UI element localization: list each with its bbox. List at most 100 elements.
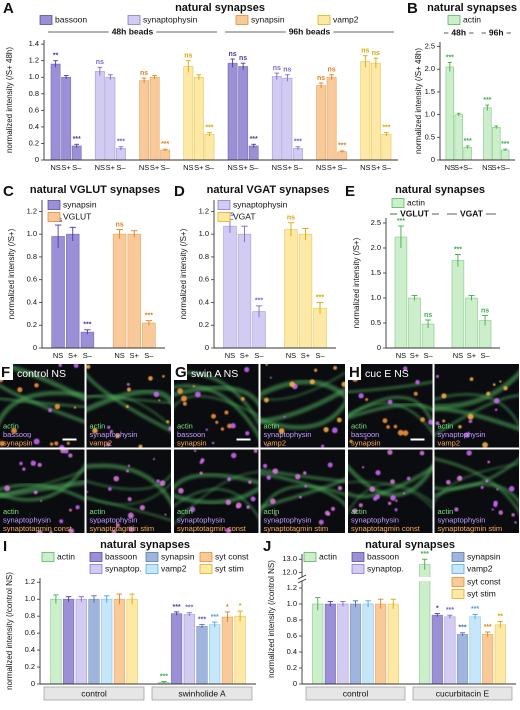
error-bar [53,60,58,68]
y-tick-label: 0.2 [25,662,35,671]
error-bar [295,146,301,151]
bar [193,76,204,161]
significance-label: ns [140,70,148,77]
y-tick-label: 0.5 [371,318,381,327]
y-tick-label: 0.4 [199,297,209,306]
synapse-punctum [248,480,252,484]
actin-strand [260,371,345,401]
significance-label: ns [273,65,281,72]
channel-label: synaptophysin [177,515,225,524]
significance-label: *** [160,673,168,680]
significance-label: *** [83,322,91,329]
legend-label: synapsin [251,14,285,24]
bar [454,114,463,161]
actin-strand [0,390,85,425]
synapse-punctum [194,391,201,398]
legend-label: synapsin [467,551,501,561]
x-tick-label: S+ [238,163,248,172]
x-tick-label: S– [249,163,259,172]
synapse-punctum [115,523,120,528]
error-bar [53,594,59,604]
error-bar [434,613,440,617]
synapse-punctum [514,521,517,524]
error-bar [397,225,404,248]
synapse-punctum [386,425,390,429]
panel-letter: G [175,364,187,381]
synapse-punctum [182,401,187,406]
bar [62,598,75,685]
synapse-punctum [231,452,237,459]
bar [183,66,194,161]
y-tick-label: 0 [35,155,39,164]
image-title: control NS [17,368,66,380]
significance-label: ns [328,67,336,74]
synapse-punctum [66,441,70,445]
error-bar [363,55,368,68]
y-tick-label: 1.0 [287,599,297,608]
synapse-punctum [164,513,167,516]
actin-strand [434,482,519,505]
x-tick-label: swinholide A [178,688,226,698]
error-bar [315,597,321,611]
x-tick-label: S+ [371,163,381,172]
synapse-punctum [468,419,473,424]
x-tick-label: S– [72,163,82,172]
x-tick-label: S+ [150,163,160,172]
error-bar [456,112,461,116]
x-tick-label: S– [293,163,303,172]
y-axis-label: normalized intensity (/S+) [7,228,16,319]
synapse-punctum [211,413,217,419]
significance-label: *** [464,138,472,145]
synapse-punctum [34,383,39,388]
bar [227,62,238,161]
synapse-punctum [369,486,375,493]
bar [284,229,298,349]
bar [142,322,156,349]
synapse-punctum [194,449,197,453]
bar [75,598,87,685]
synapse-punctum [108,487,112,491]
significance-label: *** [483,97,491,104]
channel-label: bassoon [351,430,379,439]
channel-label: actin [177,507,193,516]
error-bar [186,612,192,617]
significance-label: *** [294,139,302,146]
legend-swatch [451,577,465,587]
legend-label: synaptophysin [143,14,198,24]
legend-swatch [217,200,231,210]
synapse-punctum [177,388,183,394]
synapse-punctum [274,513,277,517]
legend-swatch [127,15,141,25]
bar [482,634,494,685]
x-tick-label: S+ [454,163,464,172]
error-bar [468,295,475,301]
synapse-punctum [321,444,325,448]
bar [465,297,478,349]
y-tick-label: 13.0 [282,554,297,563]
significance-label: *** [458,625,466,632]
significance-label: *** [73,136,81,143]
synapse-punctum [303,471,307,475]
actin-strand [174,471,259,526]
bar [170,613,183,685]
synapse-punctum [494,408,498,412]
actin-strand [348,463,433,498]
y-tick-label: 1.4 [29,39,39,48]
synapse-punctum [341,381,345,387]
bar [349,603,362,685]
panel-letter: E [345,183,355,200]
bar [139,80,150,161]
synapse-punctum [390,495,396,501]
synapse-punctum [482,442,488,448]
error-bar [116,229,123,239]
synapse-punctum [349,439,353,444]
synapse-punctum [428,419,433,425]
synapse-punctum [63,449,69,454]
synapse-punctum [224,410,229,415]
synapse-punctum [253,449,258,453]
x-tick-label: S– [83,351,93,360]
bar [61,76,72,161]
channel-label: bassoon [177,430,205,439]
error-bar [237,610,243,622]
